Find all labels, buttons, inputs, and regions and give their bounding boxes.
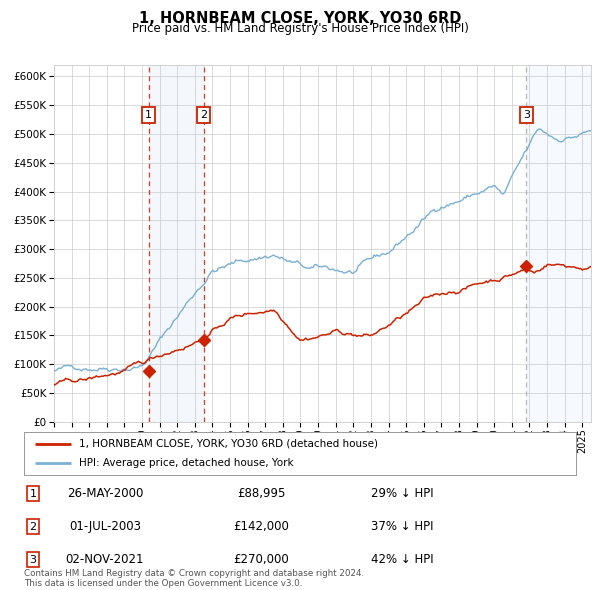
Text: Contains HM Land Registry data © Crown copyright and database right 2024.
This d: Contains HM Land Registry data © Crown c… [24, 569, 364, 588]
Text: 1, HORNBEAM CLOSE, YORK, YO30 6RD (detached house): 1, HORNBEAM CLOSE, YORK, YO30 6RD (detac… [79, 438, 378, 448]
Text: 29% ↓ HPI: 29% ↓ HPI [371, 487, 433, 500]
Text: 1, HORNBEAM CLOSE, YORK, YO30 6RD: 1, HORNBEAM CLOSE, YORK, YO30 6RD [139, 11, 461, 25]
Text: 02-NOV-2021: 02-NOV-2021 [66, 553, 144, 566]
Text: 42% ↓ HPI: 42% ↓ HPI [371, 553, 433, 566]
Text: £88,995: £88,995 [237, 487, 285, 500]
Text: 01-JUL-2003: 01-JUL-2003 [69, 520, 141, 533]
Text: 37% ↓ HPI: 37% ↓ HPI [371, 520, 433, 533]
Bar [149, 65, 203, 422]
Text: 2: 2 [29, 522, 37, 532]
Text: Price paid vs. HM Land Registry's House Price Index (HPI): Price paid vs. HM Land Registry's House … [131, 22, 469, 35]
Text: 1: 1 [145, 110, 152, 120]
Text: 3: 3 [523, 110, 530, 120]
Text: 3: 3 [29, 555, 37, 565]
Text: £142,000: £142,000 [233, 520, 289, 533]
Text: £270,000: £270,000 [233, 553, 289, 566]
Text: 26-MAY-2000: 26-MAY-2000 [67, 487, 143, 500]
Bar [526, 65, 591, 422]
Text: 1: 1 [29, 489, 37, 499]
Text: HPI: Average price, detached house, York: HPI: Average price, detached house, York [79, 458, 294, 468]
Text: 2: 2 [200, 110, 207, 120]
